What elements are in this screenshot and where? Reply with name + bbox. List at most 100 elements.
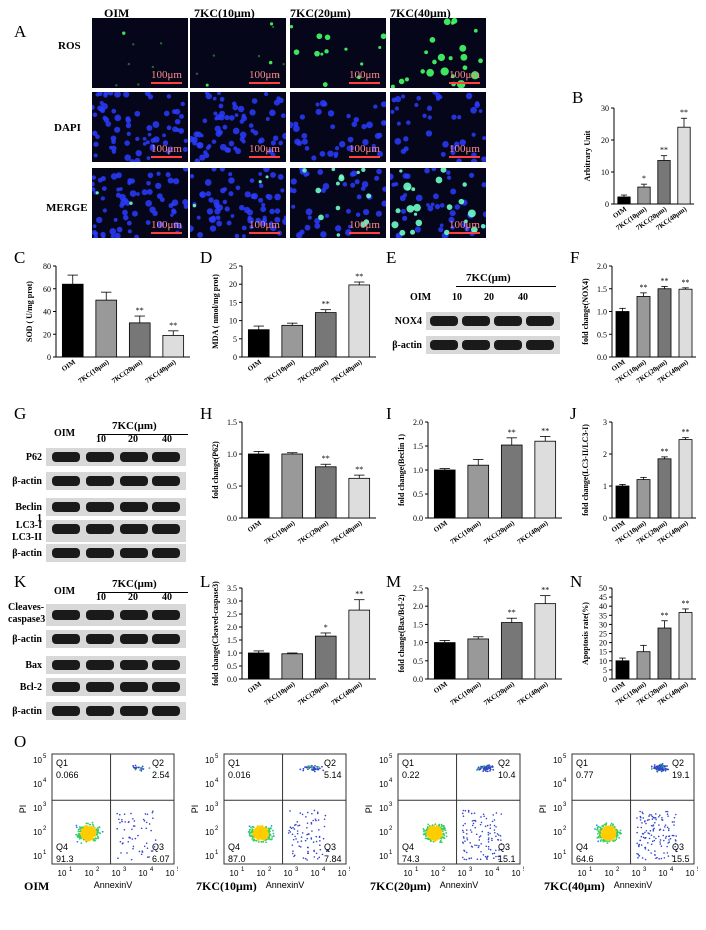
x-tick-exponent: 3 bbox=[295, 867, 299, 873]
event-dot bbox=[491, 820, 494, 823]
event-dot bbox=[595, 824, 598, 827]
y-tick-exponent: 3 bbox=[563, 802, 567, 808]
event-dot bbox=[498, 849, 500, 851]
event-dot bbox=[439, 827, 442, 830]
event-dot bbox=[656, 769, 659, 772]
event-dot bbox=[465, 829, 468, 831]
event-dot bbox=[434, 826, 436, 829]
bar bbox=[433, 469, 456, 519]
event-dot bbox=[304, 766, 306, 769]
event-dot bbox=[442, 833, 445, 836]
micrograph-merge-2: 100μm bbox=[287, 165, 388, 239]
significance-label: ** bbox=[640, 283, 648, 292]
scale-bar-line bbox=[151, 232, 182, 234]
panel-letter-n: N bbox=[570, 572, 583, 591]
y-tick-label: 1.5 bbox=[227, 636, 237, 645]
event-dot bbox=[479, 835, 482, 837]
event-dot bbox=[431, 824, 434, 827]
event-dot bbox=[256, 838, 259, 841]
event-dot bbox=[423, 830, 425, 833]
micrograph-dapi-0: 100μm bbox=[89, 89, 188, 165]
y-axis-label: fold change(NOX4) bbox=[581, 278, 590, 345]
quadrant-label: Q3 bbox=[152, 842, 164, 852]
x-tick-label: 10 bbox=[85, 869, 94, 878]
event-dot bbox=[272, 832, 275, 835]
event-dot bbox=[607, 826, 610, 829]
event-dot bbox=[486, 767, 489, 770]
event-dot bbox=[433, 824, 436, 827]
event-dot bbox=[304, 857, 307, 860]
significance-label: ** bbox=[682, 428, 690, 437]
event-dot bbox=[667, 768, 669, 771]
event-dot bbox=[499, 835, 502, 837]
event-dot bbox=[144, 813, 147, 815]
x-tick-label: 10 bbox=[578, 869, 587, 878]
event-dot bbox=[128, 821, 130, 823]
y-tick-exponent: 2 bbox=[215, 826, 219, 832]
event-dot bbox=[85, 833, 87, 836]
bar bbox=[162, 334, 185, 358]
event-dot bbox=[639, 810, 641, 813]
event-dot bbox=[86, 836, 89, 839]
event-dot bbox=[89, 823, 92, 826]
event-dot bbox=[151, 850, 154, 852]
bar bbox=[657, 627, 672, 680]
y-tick-label: 1.5 bbox=[227, 418, 237, 427]
event-dot bbox=[603, 823, 606, 826]
y-tick-label: 0.5 bbox=[597, 330, 607, 339]
event-dot bbox=[612, 832, 615, 835]
y-tick-label: 1 bbox=[603, 482, 607, 491]
y-tick-label: 20 bbox=[599, 639, 607, 648]
y-axis-label: Arbitrary Unit bbox=[583, 130, 592, 181]
event-dot bbox=[294, 824, 296, 826]
event-dot bbox=[269, 830, 271, 833]
micrograph-ros-1: 100μm bbox=[190, 18, 286, 88]
significance-label: ** bbox=[355, 465, 363, 474]
event-dot bbox=[657, 815, 660, 818]
event-dot bbox=[609, 827, 612, 830]
bar bbox=[61, 283, 84, 358]
event-dot bbox=[427, 835, 430, 838]
quadrant-label: Q2 bbox=[672, 758, 684, 768]
panel-letter-b: B bbox=[572, 88, 584, 107]
significance-label: ** bbox=[682, 599, 690, 608]
event-dot bbox=[91, 838, 94, 841]
event-dot bbox=[430, 825, 433, 828]
quadrant-value: 15.5 bbox=[672, 854, 690, 864]
x-tick-exponent: 2 bbox=[268, 867, 272, 873]
event-dot bbox=[308, 833, 310, 835]
event-dot bbox=[637, 826, 639, 829]
event-dot bbox=[271, 836, 274, 838]
y-tick-label: 2.5 bbox=[413, 584, 423, 593]
y-tick-label: 2.0 bbox=[227, 623, 237, 632]
event-dot bbox=[256, 832, 259, 835]
y-tick-label: 1.5 bbox=[413, 442, 423, 451]
event-dot bbox=[485, 845, 488, 848]
bar-chart-b: 0 10 20 30 Arbitrary Unit OIM * 7KC(10μm) ** 7KC(… bbox=[576, 100, 702, 255]
event-dot bbox=[603, 834, 606, 836]
event-dot bbox=[603, 826, 606, 829]
bar bbox=[534, 440, 557, 519]
event-dot bbox=[306, 826, 308, 829]
event-dot bbox=[78, 830, 81, 833]
event-dot bbox=[145, 821, 148, 824]
x-tick-label: 7KC(10μm) bbox=[449, 680, 483, 707]
quadrant-label: Q1 bbox=[56, 758, 68, 768]
event-dot bbox=[121, 818, 123, 821]
scale-bar-line bbox=[449, 232, 480, 234]
event-dot bbox=[313, 856, 316, 858]
y-tick-label: 40 bbox=[43, 308, 51, 317]
event-dot bbox=[469, 829, 472, 831]
x-tick-label: 10 bbox=[139, 869, 148, 878]
scale-bar-line bbox=[349, 82, 380, 84]
event-dot bbox=[294, 835, 296, 838]
bar bbox=[677, 126, 691, 205]
event-dot bbox=[639, 815, 642, 818]
significance-label: ** bbox=[322, 300, 330, 309]
x-tick-label: 7KC(40μm) bbox=[516, 519, 550, 546]
event-dot bbox=[316, 812, 319, 815]
event-dot bbox=[659, 843, 662, 845]
event-dot bbox=[322, 769, 325, 772]
event-dot bbox=[298, 824, 301, 827]
x-axis-label: AnnexinV bbox=[614, 880, 653, 890]
